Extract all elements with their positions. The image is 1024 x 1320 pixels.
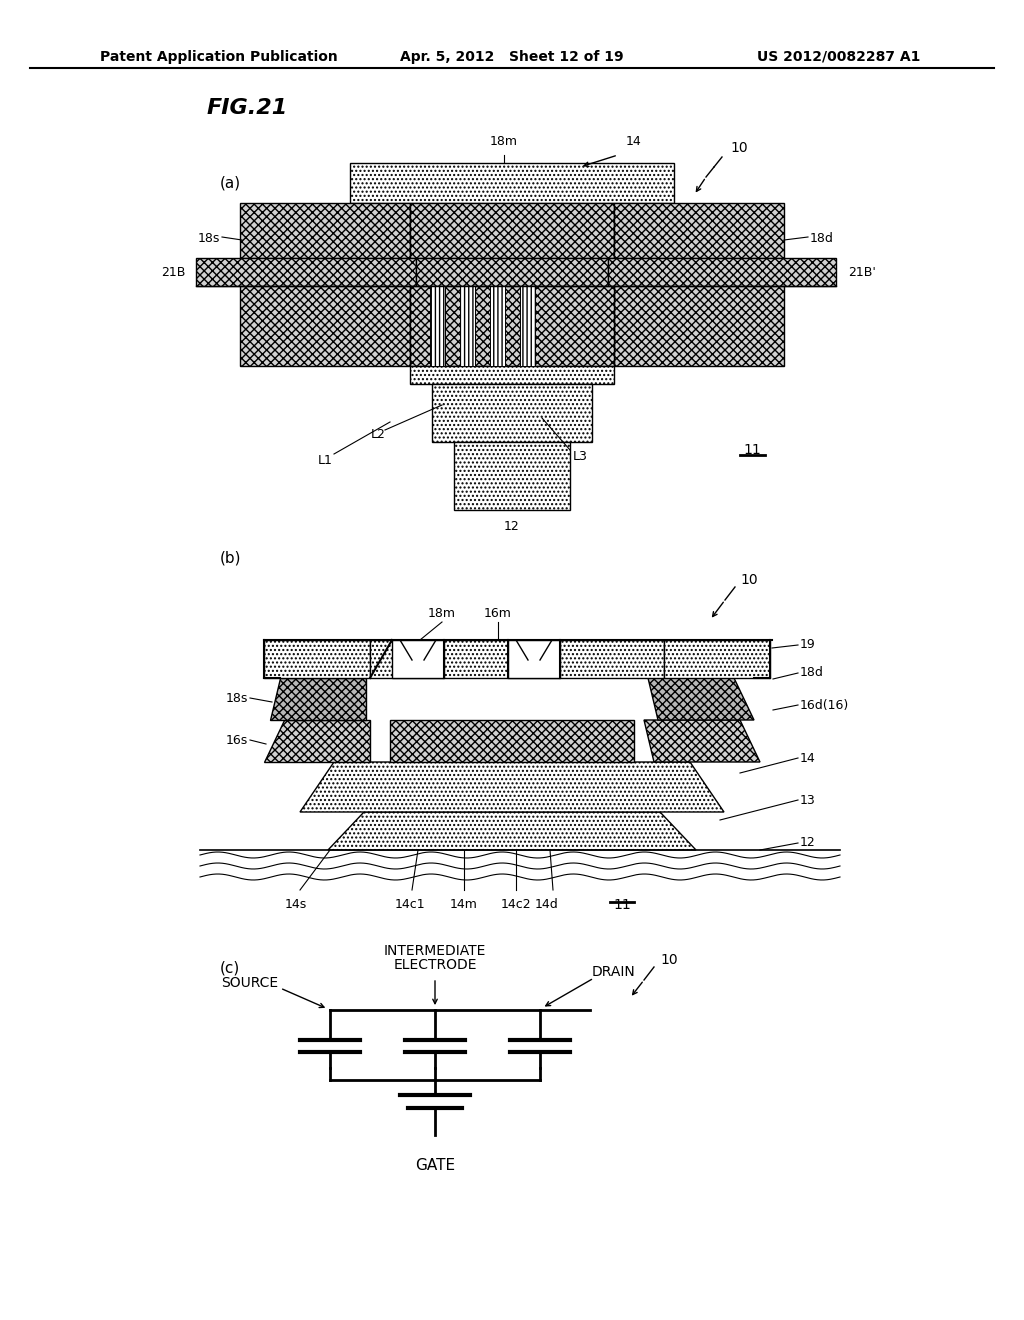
Text: 14d: 14d bbox=[535, 898, 558, 911]
Text: 19: 19 bbox=[800, 639, 816, 652]
Text: 12: 12 bbox=[504, 520, 520, 533]
Text: 14c1: 14c1 bbox=[394, 898, 425, 911]
Bar bbox=[664, 640, 770, 678]
Text: FIG.21: FIG.21 bbox=[207, 98, 288, 117]
Text: 14s: 14s bbox=[285, 898, 307, 911]
Text: 14: 14 bbox=[800, 751, 816, 764]
Text: 18d: 18d bbox=[800, 667, 824, 680]
Text: 18s: 18s bbox=[198, 231, 220, 244]
Text: GATE: GATE bbox=[415, 1158, 455, 1173]
Polygon shape bbox=[270, 678, 366, 719]
Text: 21B': 21B' bbox=[848, 265, 876, 279]
Bar bbox=[240, 203, 410, 257]
Text: L1: L1 bbox=[317, 454, 333, 466]
Polygon shape bbox=[644, 719, 760, 762]
Bar bbox=[410, 203, 614, 257]
Text: ELECTRODE: ELECTRODE bbox=[393, 958, 477, 972]
Text: 16m: 16m bbox=[484, 607, 512, 620]
Bar bbox=[520, 286, 535, 366]
Text: INTERMEDIATE: INTERMEDIATE bbox=[384, 944, 486, 958]
Text: 18m: 18m bbox=[428, 607, 456, 620]
Text: 14c2: 14c2 bbox=[501, 898, 531, 911]
Polygon shape bbox=[264, 719, 370, 762]
Bar bbox=[520, 286, 535, 366]
Bar bbox=[460, 286, 475, 366]
Text: Apr. 5, 2012   Sheet 12 of 19: Apr. 5, 2012 Sheet 12 of 19 bbox=[400, 50, 624, 63]
Text: 14m: 14m bbox=[451, 898, 478, 911]
Bar bbox=[370, 640, 664, 678]
Text: (b): (b) bbox=[220, 550, 242, 565]
Polygon shape bbox=[648, 678, 754, 719]
Text: SOURCE: SOURCE bbox=[221, 975, 278, 990]
Polygon shape bbox=[328, 812, 696, 850]
Text: 18d: 18d bbox=[810, 231, 834, 244]
Bar bbox=[416, 257, 608, 286]
Bar bbox=[490, 286, 505, 366]
Bar bbox=[264, 640, 370, 678]
Bar bbox=[410, 286, 614, 366]
Text: 18s: 18s bbox=[225, 692, 248, 705]
Text: 10: 10 bbox=[740, 573, 758, 587]
Text: (a): (a) bbox=[220, 176, 241, 190]
Bar bbox=[410, 366, 614, 384]
Text: US 2012/0082287 A1: US 2012/0082287 A1 bbox=[757, 50, 920, 63]
Text: 10: 10 bbox=[660, 953, 678, 968]
Text: 16d(16): 16d(16) bbox=[800, 698, 849, 711]
Text: DRAIN: DRAIN bbox=[592, 965, 636, 979]
Bar bbox=[390, 719, 634, 762]
Text: 16s: 16s bbox=[225, 734, 248, 747]
Text: 11: 11 bbox=[743, 444, 761, 457]
Text: 12: 12 bbox=[800, 837, 816, 850]
Text: Patent Application Publication: Patent Application Publication bbox=[100, 50, 338, 63]
Text: (c): (c) bbox=[220, 961, 241, 975]
Bar bbox=[392, 640, 444, 678]
Polygon shape bbox=[300, 762, 724, 812]
Bar bbox=[508, 640, 560, 678]
Bar bbox=[608, 257, 836, 286]
Bar bbox=[240, 286, 410, 366]
Text: 14: 14 bbox=[626, 135, 642, 148]
Bar bbox=[454, 442, 570, 510]
Bar bbox=[430, 286, 445, 366]
Bar bbox=[460, 286, 475, 366]
Text: 18m: 18m bbox=[490, 135, 518, 148]
Text: 10: 10 bbox=[730, 141, 748, 154]
Bar bbox=[490, 286, 505, 366]
Bar bbox=[614, 286, 784, 366]
Bar bbox=[196, 257, 416, 286]
Bar bbox=[350, 162, 674, 203]
Bar bbox=[430, 286, 445, 366]
Text: 21B: 21B bbox=[162, 265, 186, 279]
Text: 13: 13 bbox=[800, 793, 816, 807]
Text: L3: L3 bbox=[572, 450, 588, 462]
Text: 11: 11 bbox=[613, 898, 631, 912]
Bar bbox=[432, 384, 592, 442]
Text: L2: L2 bbox=[371, 429, 385, 441]
Bar bbox=[614, 203, 784, 257]
